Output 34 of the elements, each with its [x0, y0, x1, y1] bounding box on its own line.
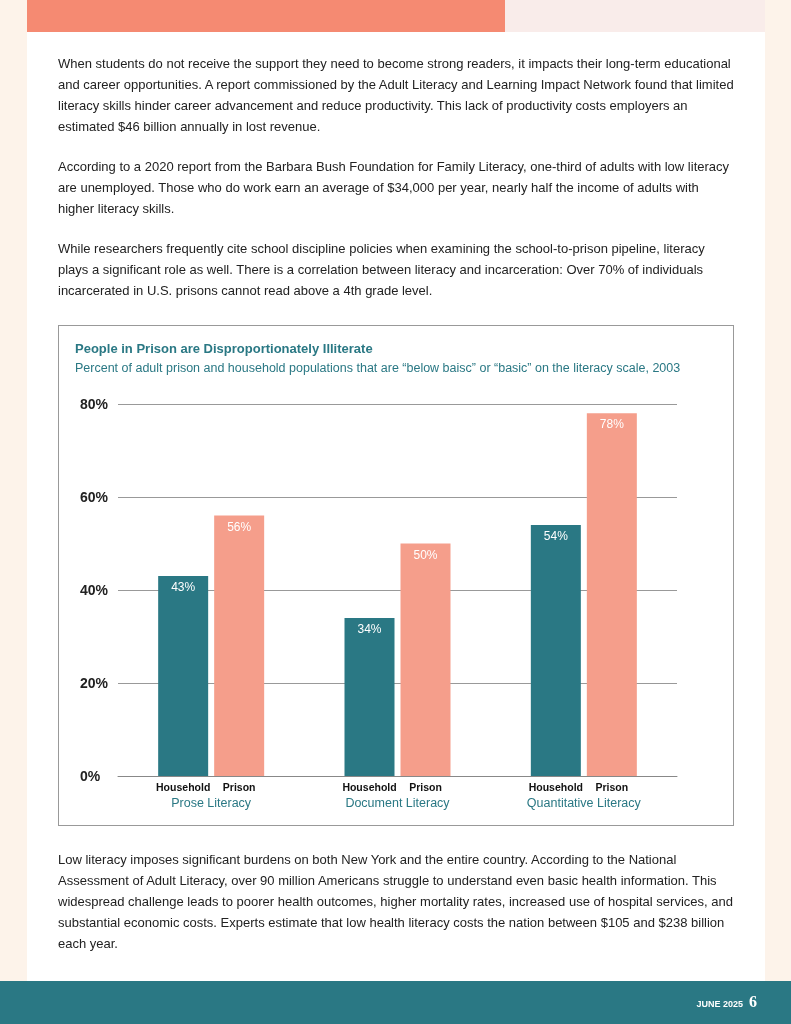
- data-label: 78%: [599, 417, 625, 432]
- text: When students do not receive the support they need to become strong readers, it impacts their long-term educational and career opportunities. A report commissioned by the Adult Literacy and Learning Impact Network found that limited literacy skills hinder career advancement and reduce productivity. This lack of productivity costs employers an estimated $46 billion annually in lost revenue.: [58, 55, 735, 136]
- series-label: Household: [156, 780, 211, 793]
- y-tick-label: 80%: [80, 396, 109, 412]
- y-tick-label: 60%: [80, 489, 109, 505]
- bar: [586, 413, 637, 776]
- text: JUNE 2025: [696, 999, 743, 1009]
- chart-title: People in Prison are Disproportionately Illiterate: [75, 341, 373, 356]
- text: Prison: [409, 780, 442, 793]
- text: 6: [749, 993, 757, 1011]
- bar: [214, 515, 265, 776]
- x-tick-label: Document Literacy: [345, 795, 451, 810]
- y-tick-label: 40%: [80, 582, 109, 598]
- text: Prison: [595, 780, 629, 793]
- chart-subtitle: Percent of adult prison and household populations that are “below baisc” or “basic” on the literacy scale, 2003: [75, 361, 681, 375]
- text: According to a 2020 report from the Barbara Bush Foundation for Family Literacy, one-third of adults with low literacy are unemployed. Those who do work earn an average of $34,000 per year, nearly half the income of adults with higher literacy skills.: [58, 158, 731, 218]
- text: Low literacy imposes significant burdens on both New York and the entire country. According to the National Assessment of Adult Literacy, over 90 million Americans struggle to understand even basic health information. This widespread challenge leads to poorer health outcomes, higher mortality rates, increased use of hospital services, and substantial economic costs. Experts estimate that low health literacy costs the nation between $105 and $238 billion each year.: [58, 851, 734, 953]
- y-tick-label: 20%: [80, 675, 109, 691]
- data-label: 43%: [171, 580, 196, 595]
- bar: [530, 524, 581, 776]
- bar: [344, 617, 395, 776]
- bar: [158, 576, 209, 776]
- x-tick-label: Prose Literacy: [171, 795, 252, 810]
- data-label: 56%: [227, 519, 252, 534]
- data-label: 54%: [543, 528, 569, 543]
- bar: [400, 543, 451, 776]
- y-tick-label: 0%: [80, 768, 101, 784]
- data-label: 34%: [357, 621, 382, 636]
- text: Household: [342, 780, 397, 793]
- text: Household: [528, 780, 583, 793]
- data-label: 50%: [413, 547, 438, 562]
- x-tick-label: Quantitative Literacy: [526, 795, 642, 810]
- series-label: Prison: [222, 780, 256, 793]
- text: While researchers frequently cite school discipline policies when examining the school-to-prison pipeline, literacy plays a significant role as well. There is a correlation between literacy and incarceration: Over 70% of individuals incarcerated in U.S. prisons cannot read above a 4th grade level.: [58, 240, 706, 300]
